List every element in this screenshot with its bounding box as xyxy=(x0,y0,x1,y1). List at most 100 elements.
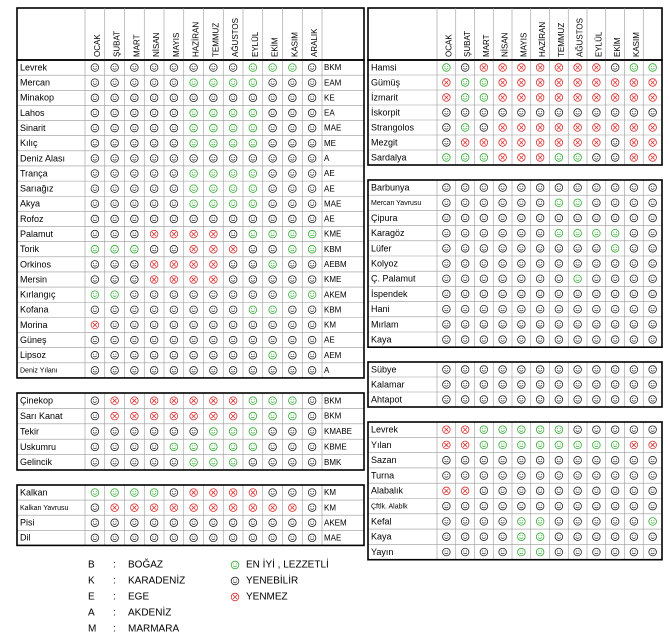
icon-eye xyxy=(500,535,502,537)
icon-ok xyxy=(610,395,620,404)
icon-eye xyxy=(312,445,314,447)
icon-face xyxy=(573,138,582,147)
icon-mouth xyxy=(613,188,618,190)
region-code: AE xyxy=(324,184,335,193)
icon-eye xyxy=(632,504,634,506)
icon-mouth xyxy=(463,233,468,236)
legend-code: B xyxy=(88,560,95,571)
icon-ok xyxy=(648,425,657,434)
icon-face xyxy=(573,153,582,162)
icon-ok xyxy=(573,108,582,117)
icon-eye xyxy=(95,172,97,174)
icon-eye xyxy=(231,536,233,538)
icon-eye xyxy=(174,96,176,98)
icon-mouth xyxy=(519,370,524,372)
icon-face xyxy=(479,259,489,268)
icon-good xyxy=(228,78,238,87)
icon-mouth xyxy=(519,340,524,342)
icon-eye xyxy=(93,156,95,158)
icon-eye xyxy=(578,156,580,157)
icon-mouth xyxy=(211,219,216,222)
icon-mouth xyxy=(519,491,524,493)
icon-ok xyxy=(110,199,119,209)
icon-ok xyxy=(228,93,238,103)
icon-eye xyxy=(463,201,465,203)
icon-mouth xyxy=(613,340,618,342)
icon-mouth xyxy=(556,279,561,281)
icon-ok xyxy=(228,335,238,345)
icon-eye xyxy=(135,247,137,249)
icon-eye xyxy=(632,246,634,248)
icon-cross xyxy=(537,140,543,145)
icon-eye xyxy=(484,550,486,552)
icon-ok xyxy=(610,183,620,192)
icon-eye xyxy=(557,489,559,491)
icon-face xyxy=(442,365,451,374)
icon-ok xyxy=(149,533,159,543)
icon-good xyxy=(648,63,657,72)
icon-face xyxy=(268,427,277,436)
icon-mouth xyxy=(231,128,236,131)
icon-ok xyxy=(442,380,451,389)
icon-mouth xyxy=(191,523,196,525)
icon-cross xyxy=(575,95,580,100)
icon-cross xyxy=(171,413,177,419)
icon-ok xyxy=(268,214,277,224)
icon-mouth xyxy=(112,83,117,85)
icon-eye xyxy=(115,126,117,128)
icon-eye xyxy=(293,278,295,280)
icon-face xyxy=(90,275,100,284)
icon-mouth xyxy=(594,552,599,555)
icon-face xyxy=(592,228,601,238)
icon-ok xyxy=(629,486,639,496)
icon-eye xyxy=(233,521,235,523)
icon-eye xyxy=(632,398,634,399)
icon-face xyxy=(535,138,545,147)
icon-face xyxy=(535,501,545,511)
icon-ok xyxy=(554,547,564,557)
icon-mouth xyxy=(231,264,236,267)
icon-eye xyxy=(154,81,156,83)
icon-face xyxy=(479,501,489,511)
icon-ok xyxy=(307,366,317,375)
icon-eye xyxy=(519,383,521,384)
icon-mouth xyxy=(231,174,236,176)
icon-mouth xyxy=(481,294,486,297)
icon-eye xyxy=(650,111,652,112)
icon-ok xyxy=(228,305,238,315)
icon-good xyxy=(479,93,489,102)
icon-cross xyxy=(462,442,468,448)
icon-cross xyxy=(556,95,562,100)
icon-face xyxy=(535,320,545,329)
icon-eye xyxy=(135,172,137,174)
icon-ok xyxy=(610,259,620,268)
icon-mouth xyxy=(519,385,524,387)
icon-mouth xyxy=(211,128,216,131)
icon-face xyxy=(149,199,159,209)
icon-face xyxy=(629,501,639,511)
icon-mouth xyxy=(538,279,543,281)
icon-eye xyxy=(214,156,216,158)
icon-mouth xyxy=(171,493,176,495)
icon-face xyxy=(573,78,582,87)
icon-face xyxy=(209,78,218,87)
icon-face xyxy=(130,427,139,436)
icon-ok xyxy=(648,471,657,480)
icon-eye xyxy=(273,247,275,249)
icon-face xyxy=(268,108,277,118)
icon-eye xyxy=(484,322,486,324)
icon-eye xyxy=(172,141,174,143)
icon-ok xyxy=(648,259,657,268)
icon-eye xyxy=(112,445,114,447)
icon-face xyxy=(130,123,139,133)
icon-eye xyxy=(174,247,176,249)
icon-mouth xyxy=(92,447,97,449)
icon-eye xyxy=(482,383,484,384)
icon-bad xyxy=(189,396,198,405)
icon-eye xyxy=(578,474,580,476)
icon-eye xyxy=(312,293,314,295)
icon-eye xyxy=(312,460,314,462)
icon-ok xyxy=(268,184,277,193)
icon-cross xyxy=(519,95,524,100)
icon-ok xyxy=(307,275,317,284)
